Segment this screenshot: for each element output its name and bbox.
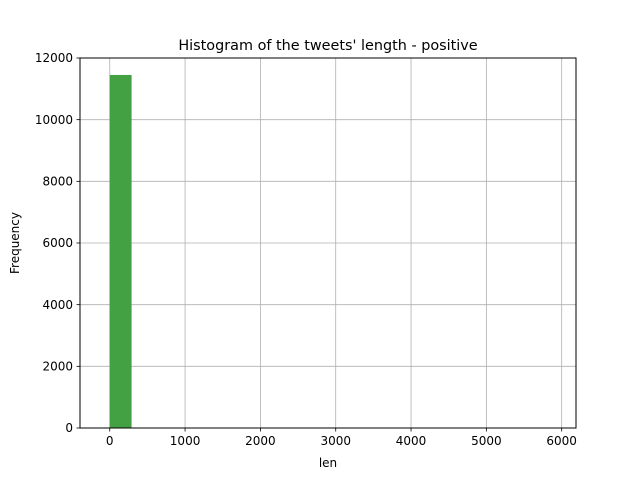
x-tick-label: 0: [106, 434, 114, 448]
y-tick-label: 10000: [35, 113, 73, 127]
x-axis-label: len: [319, 456, 337, 470]
histogram-bar: [109, 74, 132, 428]
y-tick-label: 4000: [42, 298, 73, 312]
x-tick-label: 1000: [170, 434, 201, 448]
x-tick-label: 5000: [471, 434, 502, 448]
y-tick-label: 0: [65, 421, 73, 435]
bars: [109, 74, 132, 428]
y-tick-label: 6000: [42, 236, 73, 250]
y-tick-label: 8000: [42, 175, 73, 189]
y-tick-label: 12000: [35, 51, 73, 65]
x-tick-label: 2000: [245, 434, 276, 448]
ticks: 0 1000 2000 3000 4000 5000 6000 0 2000 4000 6000 80…: [35, 51, 577, 448]
x-tick-label: 6000: [546, 434, 577, 448]
x-tick-label: 4000: [396, 434, 427, 448]
y-axis-label: Frequency: [8, 212, 22, 274]
x-tick-label: 3000: [320, 434, 351, 448]
chart-title: Histogram of the tweets' length - positi…: [178, 38, 477, 54]
y-tick-label: 2000: [42, 360, 73, 374]
